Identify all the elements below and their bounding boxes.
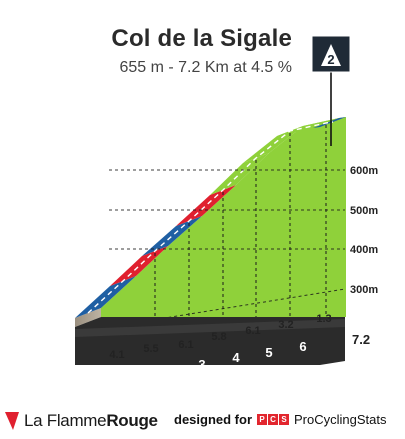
brand-prefix: La Flamme <box>24 411 107 430</box>
road-segment-1 <box>75 276 136 318</box>
road-segment-5 <box>210 153 269 195</box>
y-tick-label: 500m <box>350 205 378 217</box>
road-segment-3 <box>142 216 202 256</box>
mountain-icon <box>321 44 341 66</box>
road-segment-4 <box>176 185 236 226</box>
pcs-icon: P C S <box>257 414 290 425</box>
km-label-6: 6 <box>299 339 306 354</box>
gradient-label-1: 4.1 <box>109 349 124 361</box>
gradient-label-7: 1.3 <box>316 313 331 325</box>
gridline-1 <box>108 288 346 328</box>
profile-side-wall <box>75 308 101 327</box>
km-label-2: 2 <box>164 362 171 377</box>
gradient-label-6: 3.2 <box>278 319 293 331</box>
km-label-3: 3 <box>198 357 205 372</box>
climb-title: Col de la Sigale <box>111 25 292 52</box>
road-segment-8 <box>313 117 346 128</box>
la-flamme-rouge-logo: La FlammeRouge <box>4 410 158 432</box>
category-marker: 2 <box>311 35 351 146</box>
y-tick-label: 300m <box>350 284 378 296</box>
gradient-label-2: 5.5 <box>143 343 158 355</box>
road-segment-2 <box>110 246 168 286</box>
pcs-name: ProCyclingStats <box>294 412 387 427</box>
gradient-label-5: 6.1 <box>245 325 260 337</box>
km-label-1: 1 <box>130 370 137 385</box>
km-label-5: 5 <box>265 345 272 360</box>
chart-layer: 300m 400m 500m 600m 4.1 5.5 6.1 5.8 6.1 3.2 1.3 1 2 3… <box>75 117 378 385</box>
km-label-4: 4 <box>232 350 240 365</box>
y-tick-label: 600m <box>350 165 378 177</box>
climb-subtitle: 655 m - 7.2 Km at 4.5 % <box>119 59 292 76</box>
flag-icon <box>5 412 19 430</box>
y-tick-label: 400m <box>350 244 378 256</box>
designed-for: designed for P C S ProCyclingStats <box>174 412 387 427</box>
gradient-label-3: 6.1 <box>178 339 193 351</box>
total-distance-label: 7.2 <box>352 332 370 347</box>
gradient-label-4: 5.8 <box>211 331 226 343</box>
designed-for-label: designed for <box>174 412 253 427</box>
category-number: 2 <box>327 52 334 67</box>
road-center-line <box>87 121 334 314</box>
elevation-profile-chart: 300m 400m 500m 600m 4.1 5.5 6.1 5.8 6.1 3.2 1.3 1 2 3… <box>75 35 379 385</box>
brand-suffix: Rouge <box>106 411 158 430</box>
road-segment-6 <box>243 126 303 163</box>
